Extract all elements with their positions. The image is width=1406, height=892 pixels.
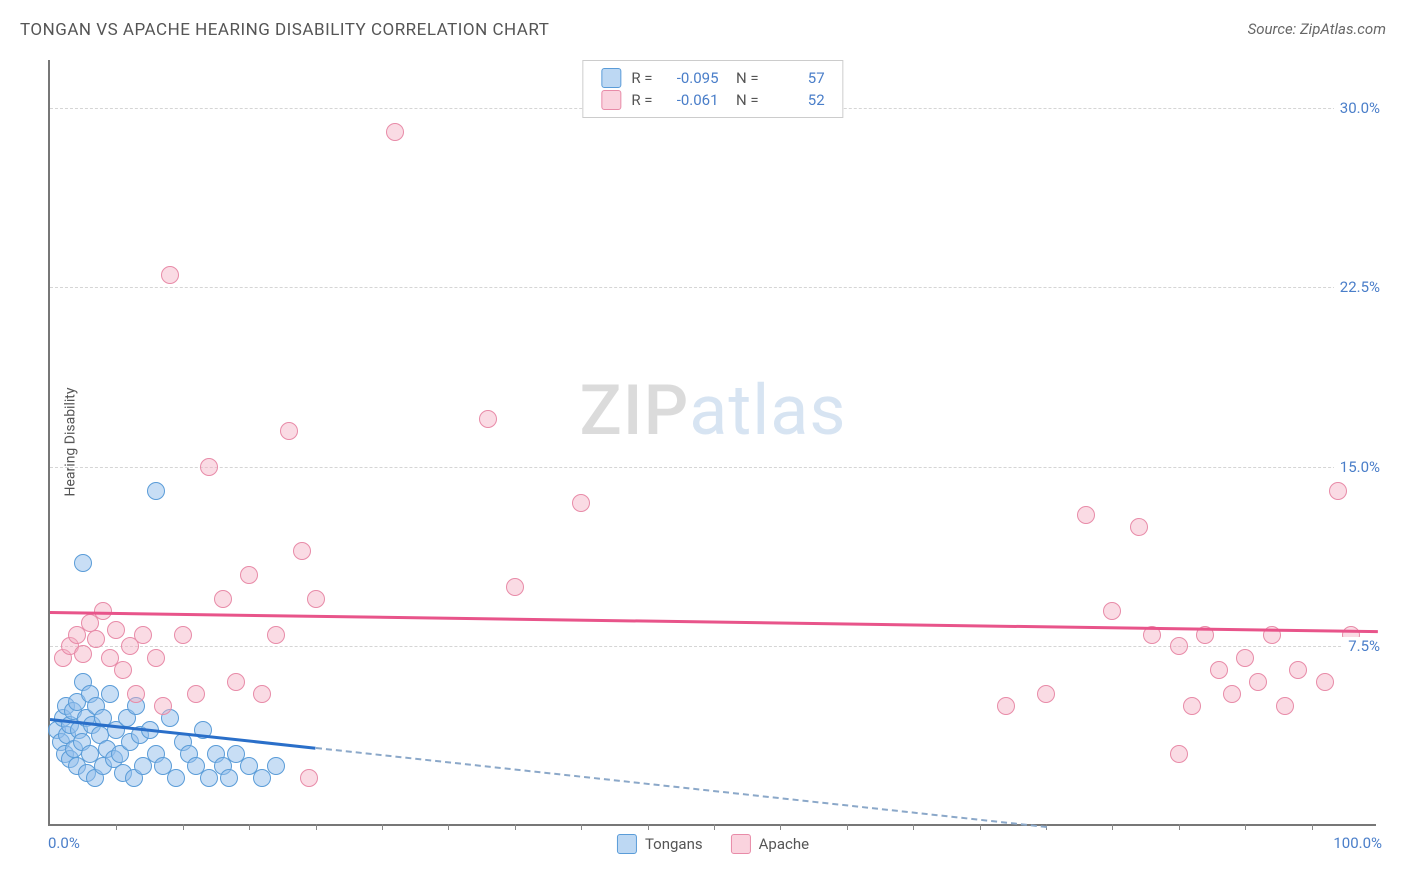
data-point xyxy=(107,621,125,639)
data-point xyxy=(307,590,325,608)
data-point xyxy=(187,685,205,703)
y-axis-label: Hearing Disability xyxy=(62,388,78,497)
data-point xyxy=(1170,637,1188,655)
grid-line xyxy=(50,287,1376,288)
x-tick xyxy=(249,824,250,830)
x-tick xyxy=(1312,824,1313,830)
x-tick xyxy=(648,824,649,830)
x-tick xyxy=(448,824,449,830)
data-point xyxy=(300,769,318,787)
data-point xyxy=(1289,661,1307,679)
x-tick xyxy=(913,824,914,830)
data-point xyxy=(1183,697,1201,715)
legend-stats: R =-0.095 N =57 R =-0.061 N =52 xyxy=(582,60,843,118)
x-tick-label: 100.0% xyxy=(1333,834,1382,852)
x-tick xyxy=(980,824,981,830)
data-point xyxy=(87,630,105,648)
legend-item-apache: Apache xyxy=(731,834,809,854)
data-point xyxy=(479,410,497,428)
data-point xyxy=(74,645,92,663)
data-point xyxy=(280,422,298,440)
y-tick-label: 7.5% xyxy=(1342,637,1386,655)
data-point xyxy=(161,266,179,284)
plot-area: ZIPatlas Hearing Disability R =-0.095 N … xyxy=(48,60,1376,826)
data-point xyxy=(1316,673,1334,691)
data-point xyxy=(267,757,285,775)
data-point xyxy=(293,542,311,560)
data-point xyxy=(200,458,218,476)
x-tick-label: 0.0% xyxy=(48,834,80,852)
data-point xyxy=(572,494,590,512)
grid-line xyxy=(50,467,1376,468)
y-tick-label: 15.0% xyxy=(1334,458,1386,476)
data-point xyxy=(214,590,232,608)
data-point xyxy=(1170,745,1188,763)
data-point xyxy=(227,673,245,691)
data-point xyxy=(506,578,524,596)
x-tick xyxy=(847,824,848,830)
data-point xyxy=(114,661,132,679)
data-point xyxy=(147,649,165,667)
data-point xyxy=(127,685,145,703)
source-label: Source: ZipAtlas.com xyxy=(1248,20,1386,38)
x-tick xyxy=(780,824,781,830)
data-point xyxy=(1077,506,1095,524)
legend-series: Tongans Apache xyxy=(597,834,829,854)
data-point xyxy=(220,769,238,787)
data-point xyxy=(1103,602,1121,620)
x-tick xyxy=(1112,824,1113,830)
x-tick xyxy=(183,824,184,830)
x-tick xyxy=(116,824,117,830)
data-point xyxy=(1210,661,1228,679)
data-point xyxy=(1130,518,1148,536)
data-point xyxy=(154,697,172,715)
x-tick xyxy=(1245,824,1246,830)
swatch-blue-icon xyxy=(617,834,637,854)
data-point xyxy=(101,685,119,703)
data-point xyxy=(1276,697,1294,715)
y-tick-label: 22.5% xyxy=(1334,278,1386,296)
x-tick xyxy=(316,824,317,830)
x-tick xyxy=(1179,824,1180,830)
data-point xyxy=(1329,482,1347,500)
data-point xyxy=(147,482,165,500)
data-point xyxy=(267,626,285,644)
data-point xyxy=(253,685,271,703)
data-point xyxy=(997,697,1015,715)
data-point xyxy=(1223,685,1241,703)
legend-stats-row-apache: R =-0.061 N =52 xyxy=(601,89,824,111)
x-tick xyxy=(714,824,715,830)
data-point xyxy=(94,602,112,620)
data-point xyxy=(74,554,92,572)
data-point xyxy=(1236,649,1254,667)
data-point xyxy=(167,769,185,787)
swatch-pink-icon xyxy=(601,90,621,110)
trend-line xyxy=(50,611,1378,633)
data-point xyxy=(1249,673,1267,691)
legend-stats-row-tongans: R =-0.095 N =57 xyxy=(601,67,824,89)
data-point xyxy=(134,626,152,644)
chart-title: TONGAN VS APACHE HEARING DISABILITY CORR… xyxy=(20,20,549,40)
swatch-pink-icon xyxy=(731,834,751,854)
swatch-blue-icon xyxy=(601,68,621,88)
x-tick xyxy=(382,824,383,830)
data-point xyxy=(386,123,404,141)
data-point xyxy=(174,626,192,644)
y-tick-label: 30.0% xyxy=(1334,99,1386,117)
legend-item-tongans: Tongans xyxy=(617,834,703,854)
data-point xyxy=(240,566,258,584)
trend-line xyxy=(315,747,1046,828)
x-tick xyxy=(515,824,516,830)
x-tick xyxy=(581,824,582,830)
watermark: ZIPatlas xyxy=(580,370,847,452)
data-point xyxy=(1037,685,1055,703)
